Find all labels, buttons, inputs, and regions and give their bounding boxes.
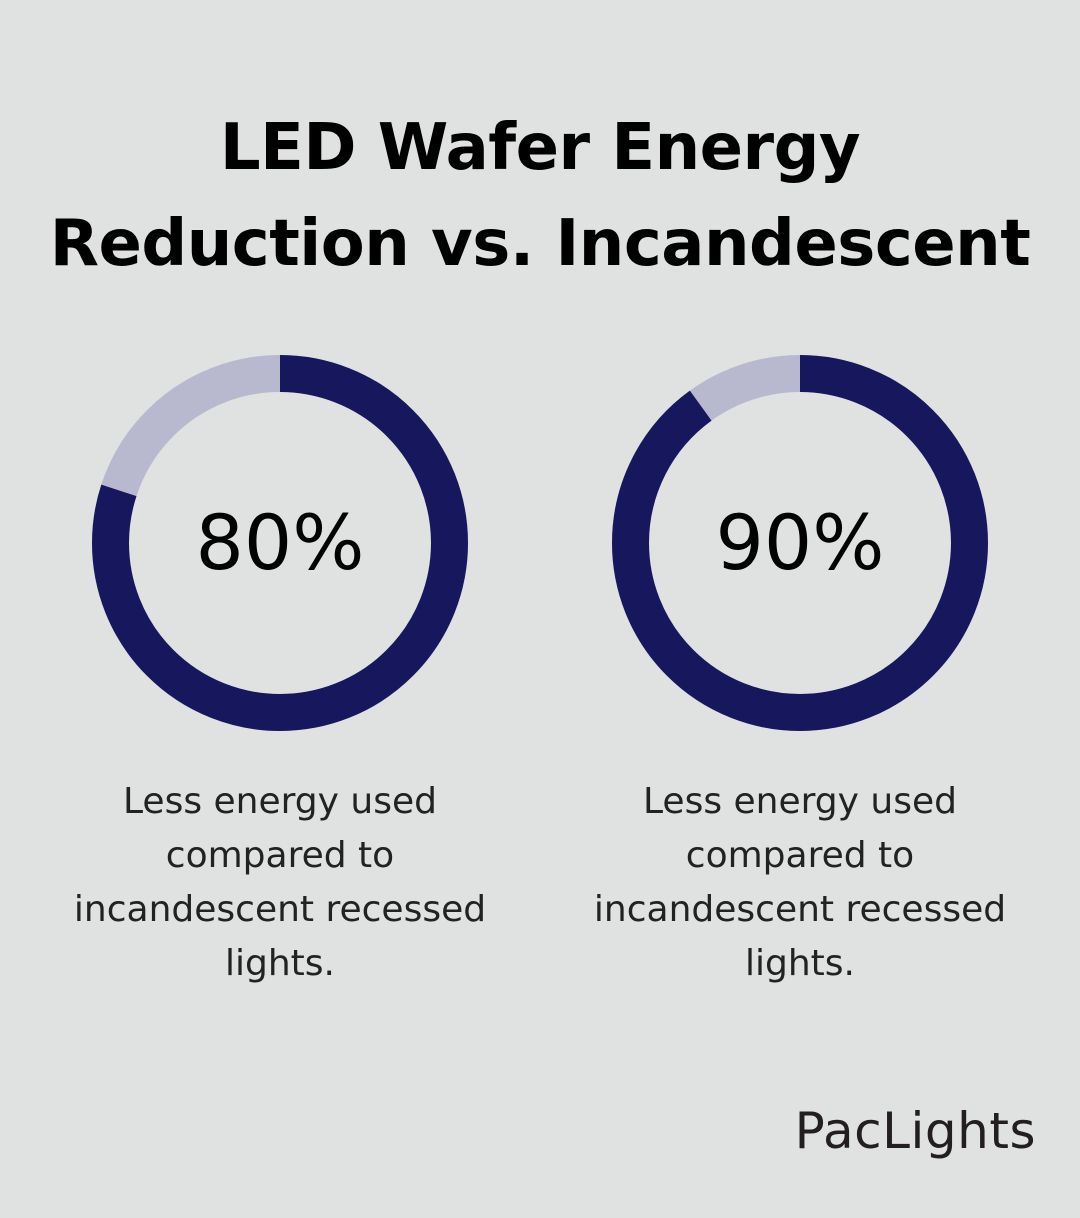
donut-ring-90: [612, 355, 988, 731]
page-title: LED Wafer Energy Reduction vs. Incandesc…: [0, 100, 1080, 292]
stat-value: 80%: [195, 498, 365, 587]
stat-card-80: 80% Less energy used compared to incande…: [60, 355, 500, 991]
stat-card-90: 90% Less energy used compared to incande…: [580, 355, 1020, 991]
donut-chart-80: 80%: [60, 355, 500, 731]
stat-value: 90%: [715, 498, 885, 587]
donut-filled-arc: [92, 355, 468, 731]
donut-filled-arc: [612, 355, 988, 731]
paclights-logo: PacLights: [794, 1102, 1036, 1160]
donut-chart-90: 90%: [580, 355, 1020, 731]
title-line-2: Reduction vs. Incandescent: [49, 207, 1031, 281]
stat-caption: Less energy used compared to incandescen…: [73, 781, 487, 984]
title-line-1: LED Wafer Energy: [219, 111, 861, 185]
donut-ring-80: [92, 355, 468, 731]
stat-caption: Less energy used compared to incandescen…: [593, 781, 1007, 984]
